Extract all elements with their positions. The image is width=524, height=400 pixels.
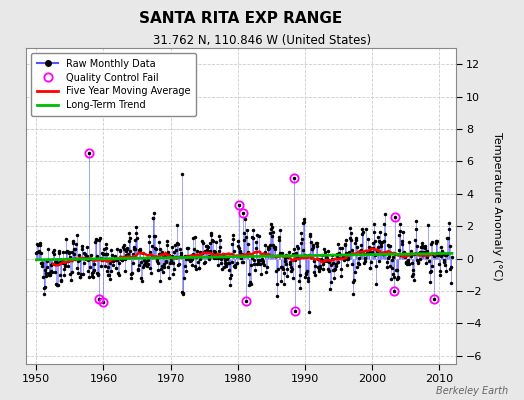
Text: Berkeley Earth: Berkeley Earth bbox=[436, 386, 508, 396]
Legend: Raw Monthly Data, Quality Control Fail, Five Year Moving Average, Long-Term Tren: Raw Monthly Data, Quality Control Fail, … bbox=[31, 53, 196, 116]
Y-axis label: Temperature Anomaly (°C): Temperature Anomaly (°C) bbox=[492, 132, 502, 280]
Title: SANTA RITA EXP RANGE: SANTA RITA EXP RANGE bbox=[139, 11, 343, 26]
Text: 31.762 N, 110.846 W (United States): 31.762 N, 110.846 W (United States) bbox=[153, 34, 371, 47]
